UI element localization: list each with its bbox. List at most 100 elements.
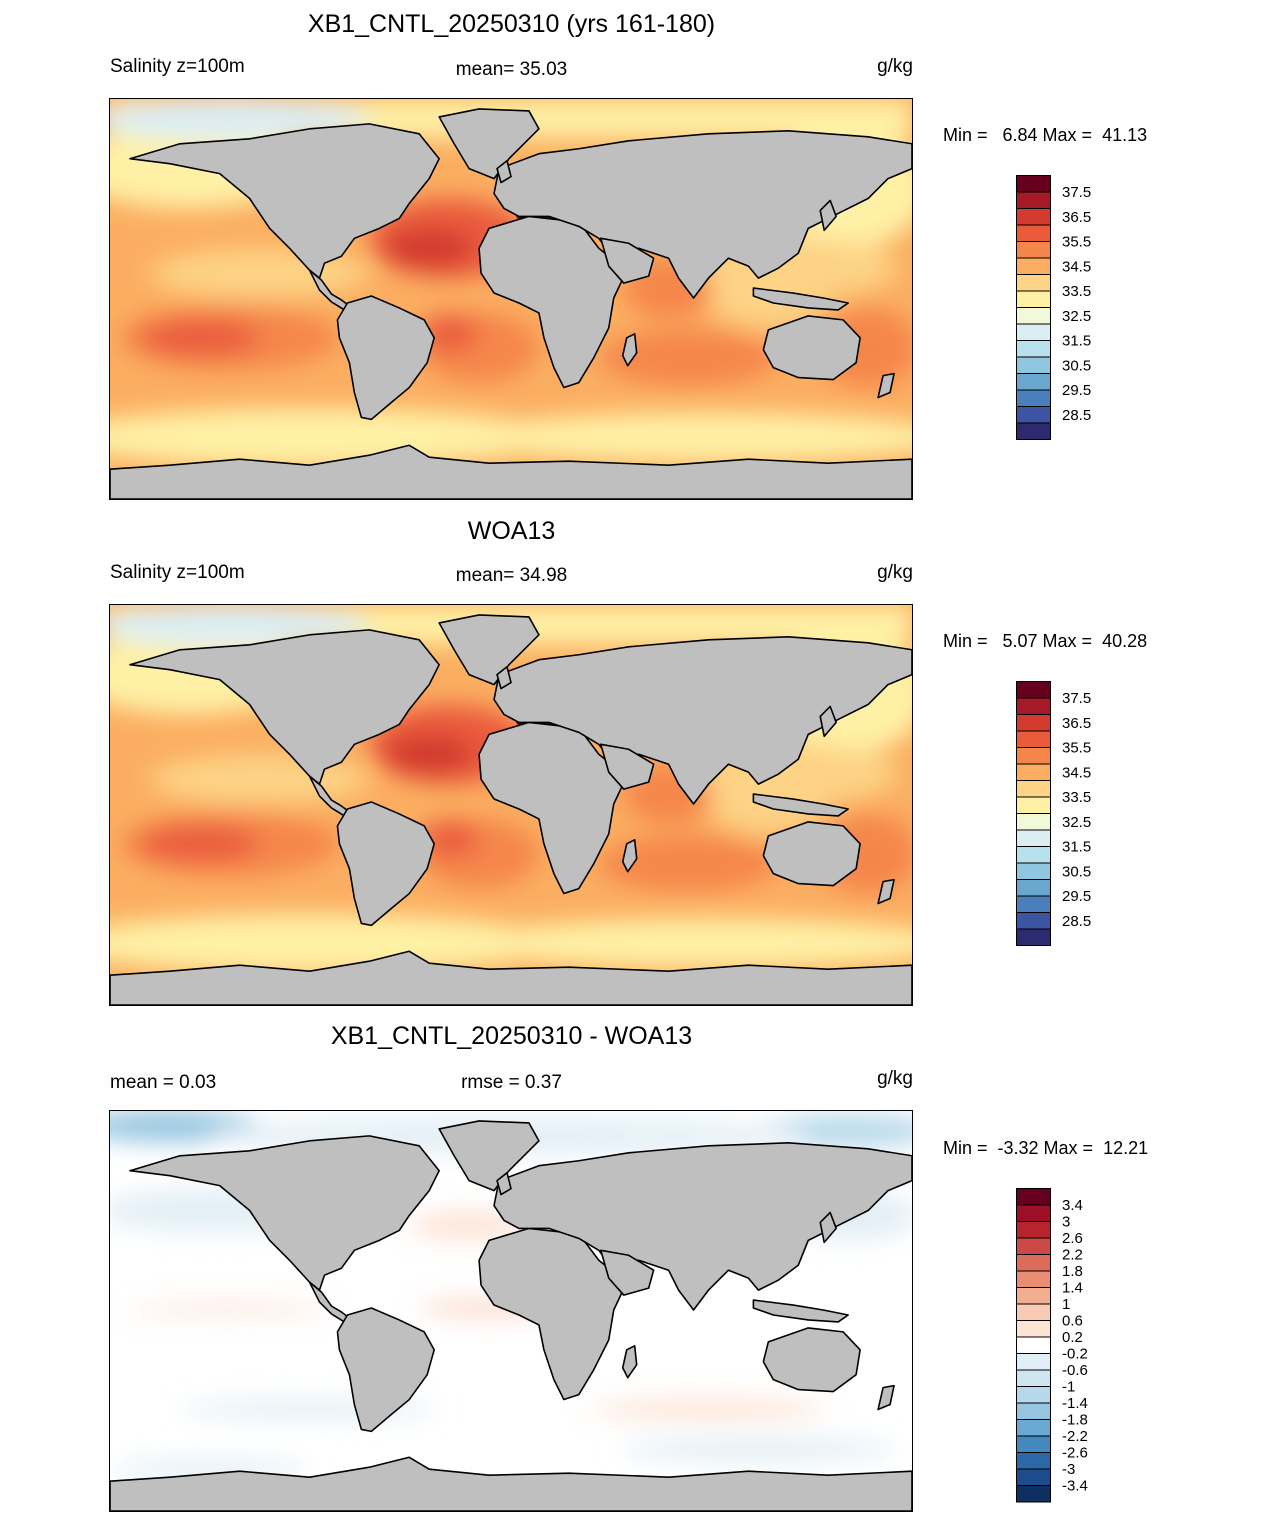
colorbar-label: 32.5 [1062,308,1091,325]
panel-title: WOA13 [467,517,556,545]
colorbar-label: 35.5 [1062,740,1091,757]
colorbar-swatch [1016,290,1051,308]
mean-label: mean = 0.03 [110,1072,217,1093]
madagascar-land [621,333,638,367]
colorbar-swatch [1016,323,1051,341]
colorbar-swatch [1016,681,1051,699]
coastlines [110,614,912,1005]
difference-contour [618,1437,899,1462]
salinity-contour [384,228,475,269]
panel-obs: WOA13 Salinity z=100m mean= 34.98 g/kg M… [0,505,1285,1010]
colorbar-label: 30.5 [1062,357,1091,374]
colorbar-label: 31.5 [1062,839,1091,856]
difference-contour [409,1211,529,1240]
colorbar-swatch [1016,730,1051,748]
colorbar-swatch [1016,340,1051,358]
colorbar-swatch [1016,1452,1051,1470]
salinity-contour [139,825,260,862]
difference-contour [129,1304,330,1316]
colorbar-label: 34.5 [1062,258,1091,275]
colorbar-label: -2.2 [1062,1428,1088,1445]
colorbar-swatch [1016,1435,1051,1453]
colorbar-label: 3.4 [1062,1197,1083,1214]
colorbar-label: -3 [1062,1461,1075,1478]
arabian-peninsula-land [599,237,655,284]
colorbar-label: 31.5 [1062,333,1091,350]
colorbar-label: 33.5 [1062,283,1091,300]
north-america-land [129,1135,440,1291]
colorbar: 3.4 3 2.6 2.2 1.8 1.4 1 0.6 0.2 -0.2 -0.6 -1 -1.4 -1.… [1016,1188,1146,1506]
antarctica-land [110,444,912,499]
north-america-land [129,123,440,279]
colorbar-swatch [1016,796,1051,814]
colorbar-swatch [1016,763,1051,781]
colorbar-label: -2.6 [1062,1445,1088,1462]
colorbar-swatch [1016,1369,1051,1387]
colorbar-swatch [1016,895,1051,913]
salinity-map [109,98,913,500]
australia-land [762,821,861,887]
colorbar-swatch [1016,697,1051,715]
salinity-contour [419,314,480,351]
colorbar-swatch [1016,208,1051,226]
colorbar-label: 33.5 [1062,789,1091,806]
colorbar-swatch [1016,1303,1051,1321]
salinity-contour [384,734,475,775]
madagascar-land [621,1345,638,1379]
units-label: g/kg [877,1068,913,1089]
colorbar-label: 3 [1062,1214,1070,1231]
salinity-contour [419,820,480,857]
colorbar-label: 30.5 [1062,863,1091,880]
north-america-land [129,629,440,785]
japan-land [819,199,837,232]
colorbar-label: -1.4 [1062,1395,1088,1412]
australia-land [762,1327,861,1393]
colorbar-label: 28.5 [1062,913,1091,930]
mean-label: mean= 35.03 [455,59,568,80]
colorbar-label: 0.2 [1062,1329,1083,1346]
uk-land [496,1171,512,1196]
colorbar-label: 37.5 [1062,690,1091,707]
colorbar-swatch [1016,912,1051,930]
arabian-peninsula-land [599,743,655,790]
colorbar-swatch [1016,241,1051,259]
colorbar-label: -0.6 [1062,1362,1088,1379]
panel-title: XB1_CNTL_20250310 - WOA13 [330,1022,693,1050]
panel-title: XB1_CNTL_20250310 (yrs 161-180) [307,10,716,38]
indonesia-land [752,287,849,311]
colorbar-swatch [1016,1287,1051,1305]
mean-label: mean= 34.98 [455,565,568,586]
colorbar-label: 1 [1062,1296,1070,1313]
colorbar-label: -0.2 [1062,1346,1088,1363]
greenland-land [438,614,540,686]
colorbar-swatch [1016,191,1051,209]
colorbar-label: 2.2 [1062,1247,1083,1264]
colorbar-swatch [1016,714,1051,732]
colorbar-swatch [1016,257,1051,275]
units-label: g/kg [877,56,913,77]
colorbar-swatch [1016,1237,1051,1255]
colorbar-swatch [1016,747,1051,765]
colorbar-swatch [1016,1204,1051,1222]
arabian-peninsula-land [599,1249,655,1296]
colorbar-label: -1 [1062,1379,1075,1396]
colorbar-swatch [1016,389,1051,407]
colorbar: 37.5 36.5 35.5 34.5 33.5 32.5 31.5 30.5 29.5 28.5 [1016,681,1146,949]
new-zealand-land [877,878,895,905]
colorbar-swatch [1016,829,1051,847]
south-america-land [336,1307,435,1433]
min-max-label: Min = -3.32 Max = 12.21 [943,1138,1149,1158]
colorbar-swatch [1016,224,1051,242]
uk-land [496,159,512,184]
colorbar-label: 29.5 [1062,888,1091,905]
salinity-contour [598,329,779,386]
salinity-contour [139,319,260,356]
antarctica-land [110,950,912,1005]
colorbar-swatch [1016,274,1051,292]
colorbar-swatch [1016,1386,1051,1404]
colorbar-label: 29.5 [1062,382,1091,399]
eurasia-land [493,1142,912,1311]
salinity-field [110,605,912,974]
colorbar-swatch [1016,813,1051,831]
colorbar-label: 36.5 [1062,209,1091,226]
